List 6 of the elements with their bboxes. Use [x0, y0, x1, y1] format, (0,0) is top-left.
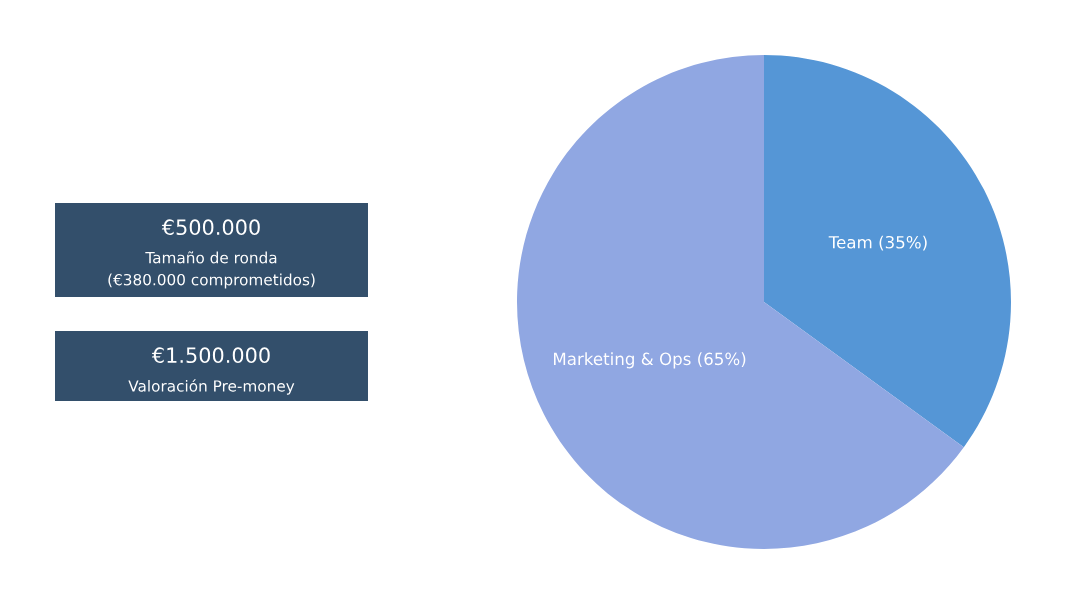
pie-slice: [764, 55, 1011, 448]
pie-slice: [517, 55, 964, 549]
text: €1.500.000 Valoración Pre-money: [128, 347, 295, 395]
slice-label: Marketing & Ops (65%): [554, 352, 746, 369]
slice-label: Team (35%): [828, 235, 927, 251]
text: €500.000 Tamaño de ronda (€380.000 comprometidos): [108, 219, 315, 289]
